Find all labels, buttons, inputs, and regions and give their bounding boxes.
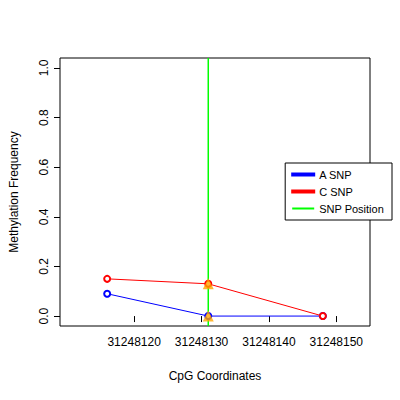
svg-text:C SNP: C SNP [319, 186, 353, 198]
svg-text:31248120: 31248120 [107, 335, 161, 349]
svg-text:0.0: 0.0 [37, 307, 51, 324]
svg-text:31248130: 31248130 [175, 335, 229, 349]
svg-text:0.6: 0.6 [37, 159, 51, 176]
svg-text:SNP Position: SNP Position [319, 203, 384, 215]
svg-text:31248140: 31248140 [242, 335, 296, 349]
svg-text:Methylation Frequency: Methylation Frequency [7, 131, 21, 252]
svg-text:31248150: 31248150 [310, 335, 364, 349]
svg-text:A SNP: A SNP [319, 169, 351, 181]
svg-text:0.8: 0.8 [37, 109, 51, 126]
svg-text:0.2: 0.2 [37, 258, 51, 275]
svg-text:0.4: 0.4 [37, 208, 51, 225]
svg-text:1.0: 1.0 [37, 59, 51, 76]
svg-text:CpG Coordinates: CpG Coordinates [169, 369, 262, 383]
